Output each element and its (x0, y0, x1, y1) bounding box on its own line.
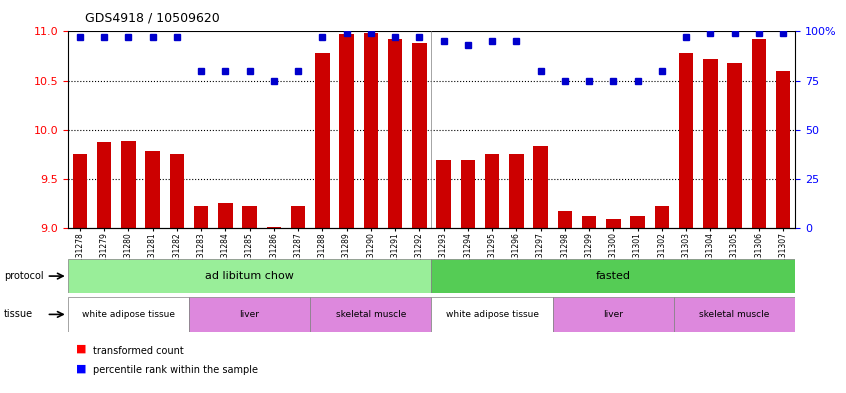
Text: transformed count: transformed count (93, 346, 184, 356)
Bar (387, 39, 403, 228)
Bar (169, 154, 184, 228)
Bar (582, 216, 596, 228)
Bar (96, 143, 112, 228)
Bar (146, 151, 160, 228)
Bar (339, 35, 354, 228)
Text: tissue: tissue (4, 309, 33, 320)
FancyBboxPatch shape (68, 259, 431, 293)
Bar (703, 59, 717, 228)
Bar (776, 71, 790, 228)
Text: liver: liver (603, 310, 624, 319)
Text: protocol: protocol (4, 271, 44, 281)
Bar (678, 53, 694, 228)
Bar (291, 206, 305, 228)
Bar (558, 211, 572, 228)
Bar (242, 206, 257, 228)
Text: white adipose tissue: white adipose tissue (82, 310, 175, 319)
Bar (194, 206, 208, 228)
Text: fasted: fasted (596, 271, 631, 281)
Text: ■: ■ (76, 344, 86, 354)
Bar (509, 154, 524, 228)
Bar (606, 219, 621, 228)
Text: skeletal muscle: skeletal muscle (336, 310, 406, 319)
FancyBboxPatch shape (310, 297, 431, 332)
Bar (364, 33, 378, 228)
Text: liver: liver (239, 310, 260, 319)
Bar (315, 53, 330, 228)
Bar (655, 206, 669, 228)
Text: percentile rank within the sample: percentile rank within the sample (93, 365, 258, 375)
Bar (460, 160, 475, 228)
FancyBboxPatch shape (552, 297, 674, 332)
Bar (266, 227, 281, 228)
Text: white adipose tissue: white adipose tissue (446, 310, 539, 319)
Bar (751, 39, 766, 228)
Bar (121, 141, 135, 228)
Bar (533, 147, 548, 228)
FancyBboxPatch shape (431, 297, 552, 332)
Bar (73, 154, 87, 228)
Text: ■: ■ (76, 364, 86, 373)
Bar (412, 43, 426, 228)
FancyBboxPatch shape (68, 297, 189, 332)
Bar (630, 216, 645, 228)
Text: GDS4918 / 10509620: GDS4918 / 10509620 (85, 12, 219, 25)
FancyBboxPatch shape (189, 297, 310, 332)
Bar (485, 154, 499, 228)
Bar (437, 160, 451, 228)
Bar (218, 204, 233, 228)
Bar (728, 63, 742, 228)
Text: skeletal muscle: skeletal muscle (700, 310, 770, 319)
Text: ad libitum chow: ad libitum chow (205, 271, 294, 281)
FancyBboxPatch shape (674, 297, 795, 332)
FancyBboxPatch shape (431, 259, 795, 293)
